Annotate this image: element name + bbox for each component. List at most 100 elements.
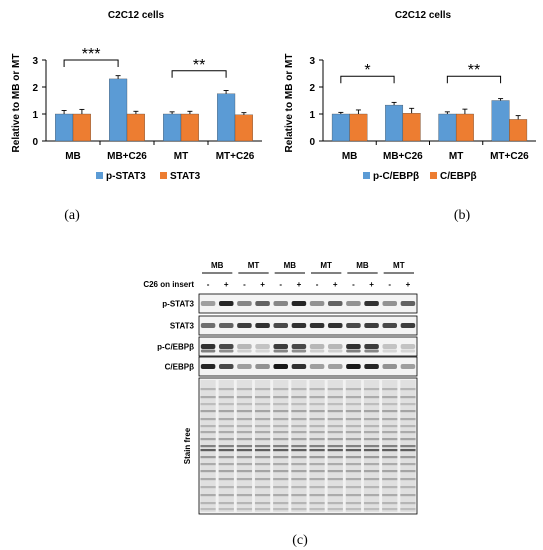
stain-free-band [363, 431, 380, 434]
chart-a-x-tick-label: MT+C26 [216, 151, 255, 162]
stain-free-band [309, 494, 325, 497]
stain-free-band [363, 403, 380, 406]
chart-b-title: C2C12 cells [395, 10, 452, 21]
chart-b-significance-bracket [340, 75, 395, 84]
chart-a-significance-label: ** [193, 57, 205, 74]
chart-b-significance-label: ** [468, 62, 480, 79]
stain-free-band [400, 438, 416, 441]
stain-free-band [218, 470, 234, 473]
chart-a-significance-bracket [171, 70, 227, 78]
stain-free-band [327, 438, 343, 441]
chart-a-bar [109, 78, 128, 142]
blot-row-membrane [198, 356, 418, 377]
blot-band [200, 344, 216, 349]
chart-a-x-tick-label: MT [174, 151, 188, 162]
stain-free-band [400, 502, 416, 505]
stain-free-band [382, 502, 398, 505]
blot-band-lower [364, 349, 379, 353]
blot-rows: p-STAT3 STAT3 p-C/EBPβ C/EBPβ [157, 293, 418, 377]
stain-free-panel [198, 377, 418, 515]
stain-free-band [273, 410, 289, 413]
stain-free-band [200, 502, 216, 505]
stain-free-band [236, 502, 253, 505]
blot-row-label: p-STAT3 [162, 300, 194, 309]
blot-band [218, 344, 234, 349]
blot-group-label: MB [284, 261, 297, 270]
blot-band [382, 364, 398, 369]
stain-free-band [218, 418, 234, 421]
blot-band [255, 323, 270, 328]
stain-free-band [200, 418, 216, 421]
blot-band [364, 364, 379, 369]
chart-b-legend-swatch-cebpb [430, 172, 437, 179]
blot-group-label: MT [320, 261, 332, 270]
stain-free-band [327, 388, 343, 391]
blot-band [309, 301, 325, 306]
stain-free-band [327, 494, 343, 497]
blot-band [346, 364, 361, 369]
blot-treatment-mark: - [279, 280, 282, 289]
stain-free-band [400, 463, 416, 466]
stain-free-band [236, 470, 253, 473]
stain-free-band [236, 396, 253, 399]
stain-free-band [327, 470, 343, 473]
chart-b-bar [349, 113, 368, 142]
blot-band [364, 344, 379, 349]
blot-band [309, 323, 325, 328]
stain-free-band [363, 425, 380, 428]
chart-b-x-tick-label: MT+C26 [490, 151, 529, 162]
blot-treatment-mark: + [260, 280, 265, 289]
stain-free-band [345, 486, 362, 489]
chart-a-bar [55, 113, 74, 142]
stain-free-band [345, 463, 362, 466]
chart-b-x-tick-label: MB+C26 [383, 151, 423, 162]
stain-free-band [218, 494, 234, 497]
stain-free-band [400, 478, 416, 481]
stain-free-band [218, 445, 234, 448]
stain-free-band [345, 418, 362, 421]
blot-band [346, 323, 361, 328]
stain-free-band [291, 410, 307, 413]
blot-treatment-marks: - + - + - + - + - + - + [207, 280, 411, 289]
stain-free-band [400, 449, 416, 452]
stain-free-band [291, 456, 307, 459]
stain-free-band [200, 388, 216, 391]
stain-free-band [363, 396, 380, 399]
stain-free-band [273, 486, 289, 489]
blot-treatment-mark: + [333, 280, 338, 289]
blot-band [218, 323, 234, 328]
chart-b-y-tick-label: 3 [309, 56, 315, 67]
stain-free-band [200, 403, 216, 406]
stain-free-band [236, 425, 253, 428]
stain-free-band [291, 463, 307, 466]
stain-free-band [400, 410, 416, 413]
stain-free-band [327, 445, 343, 448]
blot-band-lower [255, 349, 270, 353]
stain-free-band [236, 388, 253, 391]
stain-free-band [254, 418, 271, 421]
chart-b-bar [509, 119, 528, 142]
stain-free-band [200, 486, 216, 489]
blot-band [327, 301, 343, 306]
stain-free-band [236, 494, 253, 497]
stain-free-band [382, 396, 398, 399]
blot-band [200, 301, 216, 306]
chart-a-legend: p-STAT3 STAT3 [96, 171, 201, 182]
stain-free-band [327, 431, 343, 434]
stain-free-band [236, 438, 253, 441]
stain-free-band [309, 445, 325, 448]
stain-free-band [363, 418, 380, 421]
chart-b-x-tick-label: MT [449, 151, 463, 162]
blot-band [273, 364, 289, 369]
blot-treatment-mark: + [224, 280, 229, 289]
chart-b-y-tick-label: 1 [309, 110, 315, 121]
stain-free-band [291, 502, 307, 505]
chart-b-y-tick-label: 2 [309, 83, 315, 94]
blot-treatment-mark: + [297, 280, 302, 289]
stain-free-band [382, 470, 398, 473]
blot-band-lower [382, 349, 398, 353]
chart-b-bar [402, 113, 421, 142]
stain-free-band [291, 418, 307, 421]
stain-free-band [273, 449, 289, 452]
stain-free-band [254, 470, 271, 473]
